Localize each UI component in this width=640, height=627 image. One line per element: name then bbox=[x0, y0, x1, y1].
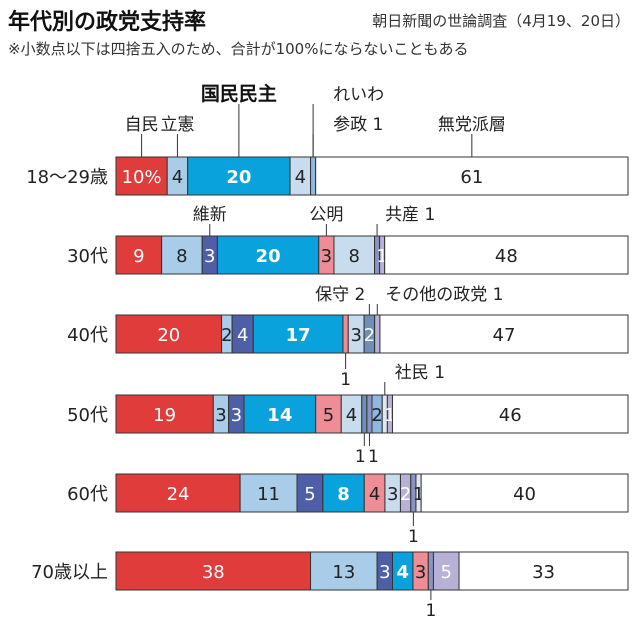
segment-value: 24 bbox=[167, 484, 190, 505]
segment-value: 47 bbox=[493, 325, 516, 346]
segment-value: 40 bbox=[513, 484, 536, 505]
segment-value: 13 bbox=[332, 562, 355, 583]
segment-value: 33 bbox=[532, 562, 555, 583]
segment-value: 46 bbox=[499, 405, 522, 426]
annotation-label: 立憲 bbox=[160, 114, 194, 135]
segment-value: 4 bbox=[295, 167, 306, 188]
row-label: 50代 bbox=[67, 405, 108, 426]
annotation-label: 公明 bbox=[309, 205, 343, 225]
annotation-label: 共産 1 bbox=[385, 205, 435, 225]
segment-value: 8 bbox=[337, 484, 350, 505]
segment-value: 2 bbox=[364, 325, 375, 346]
segment-value: 3 bbox=[379, 562, 390, 583]
row-label: 18〜29歳 bbox=[26, 167, 108, 188]
annotation-label: 1 bbox=[408, 527, 419, 547]
stacked-bar-chart: 18〜29歳 10% 4 20 4 6130代 9 8 3 20 3 8 1 4840代 20 2 4 17 3 2 4… bbox=[0, 0, 640, 627]
bar-segment bbox=[311, 157, 316, 195]
annotation-label: 自民 bbox=[125, 115, 159, 135]
segment-value: 14 bbox=[267, 405, 292, 426]
bar-segment bbox=[343, 315, 348, 353]
annotation-label: 国民民主 bbox=[201, 83, 277, 105]
segment-value: 20 bbox=[157, 325, 180, 346]
segment-value: 5 bbox=[304, 484, 315, 505]
segment-value: 9 bbox=[133, 246, 144, 267]
annotation-label: 1 bbox=[340, 370, 351, 390]
segment-value: 20 bbox=[256, 246, 281, 267]
segment-value: 20 bbox=[226, 167, 251, 188]
annotation-label: 参政 1 bbox=[333, 115, 383, 135]
segment-value: 4 bbox=[346, 405, 357, 426]
segment-value: 5 bbox=[441, 562, 452, 583]
segment-value: 3 bbox=[387, 484, 398, 505]
segment-value: 3 bbox=[321, 246, 332, 267]
annotation-label: れいわ bbox=[333, 85, 384, 105]
annotation-label: 1 bbox=[368, 447, 379, 467]
bar-segment bbox=[375, 315, 380, 353]
bar-segment bbox=[428, 552, 433, 590]
segment-value: 11 bbox=[257, 484, 280, 505]
annotation-label: 維新 bbox=[193, 205, 227, 225]
row-label: 40代 bbox=[67, 325, 108, 346]
segment-value: 3 bbox=[415, 562, 426, 583]
segment-value: 2 bbox=[400, 484, 411, 505]
segment-value: 2 bbox=[371, 405, 382, 426]
segment-value: 4 bbox=[369, 484, 380, 505]
annotation-label: 無党派層 bbox=[438, 115, 506, 135]
segment-value: 17 bbox=[286, 325, 311, 346]
segment-value: 48 bbox=[495, 246, 518, 267]
segment-value: 4 bbox=[396, 562, 409, 583]
segment-value: 3 bbox=[215, 405, 226, 426]
segment-value: 3 bbox=[231, 405, 242, 426]
annotation-label: 1 bbox=[425, 601, 436, 621]
annotation-label: 保守 2 bbox=[315, 285, 365, 305]
segment-value: 8 bbox=[349, 246, 360, 267]
segment-value: 38 bbox=[202, 562, 225, 583]
segment-value: 3 bbox=[350, 325, 361, 346]
annotation-label: 社民 1 bbox=[395, 363, 445, 383]
annotation-label: その他の政党 1 bbox=[385, 285, 503, 305]
segment-value: 2 bbox=[221, 325, 232, 346]
segment-value: 10% bbox=[122, 167, 162, 188]
segment-value: 5 bbox=[323, 405, 334, 426]
segment-value: 61 bbox=[460, 167, 483, 188]
segment-value: 4 bbox=[237, 325, 248, 346]
row-label: 30代 bbox=[67, 246, 108, 267]
segment-value: 8 bbox=[176, 246, 187, 267]
row-label: 70歳以上 bbox=[31, 562, 108, 583]
bar-segment bbox=[362, 395, 367, 433]
annotation-label: 1 bbox=[355, 447, 366, 467]
segment-value: 19 bbox=[153, 405, 176, 426]
segment-value: 4 bbox=[172, 167, 183, 188]
segment-value: 3 bbox=[204, 246, 215, 267]
row-label: 60代 bbox=[67, 484, 108, 505]
